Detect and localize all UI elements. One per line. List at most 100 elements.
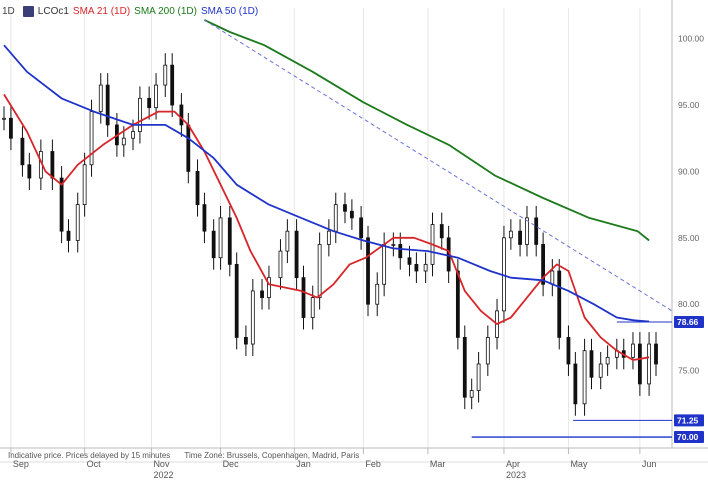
sma200-line bbox=[204, 19, 650, 242]
legend-sma200[interactable]: SMA 200 (1D) bbox=[134, 5, 197, 17]
price-candle bbox=[317, 244, 322, 298]
price-candle bbox=[375, 283, 380, 305]
x-tick-label: May bbox=[570, 459, 588, 469]
price-label-box bbox=[674, 316, 704, 329]
price-labels: 78.66 71.25 70.00 bbox=[674, 316, 704, 444]
price-candle bbox=[326, 230, 331, 245]
price-candle bbox=[89, 111, 94, 166]
price-candle bbox=[154, 84, 158, 109]
price-candle bbox=[9, 117, 13, 139]
price-candle bbox=[366, 237, 370, 305]
price-candle bbox=[598, 363, 603, 378]
price-candle bbox=[541, 244, 546, 285]
price-candle bbox=[186, 124, 191, 172]
x-tick-label: Apr bbox=[506, 459, 520, 469]
price-candle bbox=[550, 270, 555, 285]
price-candle bbox=[566, 337, 571, 365]
price-candle bbox=[267, 277, 271, 298]
price-candle bbox=[485, 337, 490, 365]
price-candle bbox=[398, 244, 403, 259]
interval-label[interactable]: 1D bbox=[2, 5, 15, 17]
sma50-line bbox=[3, 44, 650, 323]
price-candle bbox=[455, 270, 460, 338]
price-label-box bbox=[674, 431, 704, 444]
price-candle bbox=[525, 217, 529, 245]
price-candle bbox=[534, 217, 539, 245]
price-candle bbox=[218, 217, 223, 259]
price-candle bbox=[27, 164, 32, 179]
price-label-text: 70.00 bbox=[677, 432, 699, 442]
price-candle bbox=[343, 204, 347, 212]
price-candle bbox=[82, 164, 87, 206]
price-label-box bbox=[674, 414, 704, 427]
price-candle bbox=[359, 217, 364, 239]
price-candle bbox=[59, 177, 64, 232]
price-candle bbox=[147, 97, 152, 109]
price-candle bbox=[582, 350, 587, 405]
price-candle bbox=[202, 204, 207, 232]
y-tick-label: 100.00 bbox=[678, 34, 704, 44]
sma21-line bbox=[3, 93, 650, 361]
price-candle bbox=[637, 343, 642, 385]
price-candle bbox=[131, 131, 135, 139]
price-candle bbox=[66, 230, 71, 241]
y-tick-label: 80.00 bbox=[678, 299, 700, 309]
price-candle bbox=[310, 297, 315, 318]
price-candle bbox=[349, 210, 354, 219]
price-candle bbox=[105, 84, 110, 126]
y-tick-label: 75.00 bbox=[678, 366, 700, 376]
price-candle bbox=[423, 263, 428, 272]
x-tick-label: Oct bbox=[87, 459, 102, 469]
x-axis: Sep Oct Nov Dec Jan Feb Mar Apr May Jun 2022 2023 bbox=[10, 448, 656, 480]
price-candle bbox=[195, 171, 200, 206]
y-tick-label: 85.00 bbox=[678, 233, 700, 243]
price-candle bbox=[469, 390, 474, 398]
price-candle bbox=[250, 290, 255, 345]
price-candle bbox=[557, 270, 562, 338]
price-candle bbox=[121, 137, 126, 146]
price-candle bbox=[278, 250, 283, 279]
horizontal-levels bbox=[471, 321, 672, 438]
legend-sma21[interactable]: SMA 21 (1D) bbox=[72, 5, 131, 17]
price-candle bbox=[50, 151, 55, 179]
price-candle bbox=[414, 263, 419, 272]
price-label-text: 71.25 bbox=[677, 415, 699, 425]
legend-sma50[interactable]: SMA 50 (1D) bbox=[200, 5, 259, 17]
y-tick-label: 90.00 bbox=[678, 166, 700, 176]
price-series bbox=[2, 53, 658, 416]
gridlines bbox=[0, 0, 708, 463]
price-candle bbox=[211, 230, 216, 259]
x-tick-label: Feb bbox=[365, 459, 381, 469]
price-candle bbox=[170, 64, 175, 106]
price-candle bbox=[20, 137, 25, 166]
x-year-label: 2022 bbox=[153, 470, 173, 480]
price-candle bbox=[234, 263, 239, 338]
price-label-text: 78.66 bbox=[677, 317, 699, 327]
price-candle bbox=[285, 230, 290, 252]
delay-notice: Indicative price. Prices delayed by 15 m… bbox=[8, 451, 171, 460]
price-candle bbox=[391, 244, 396, 246]
trendline-layer bbox=[204, 19, 673, 312]
x-tick-label: Mar bbox=[430, 459, 446, 469]
resistance-trendline bbox=[204, 19, 673, 312]
price-candle bbox=[508, 230, 513, 239]
x-year-label: 2023 bbox=[506, 470, 526, 480]
price-candle bbox=[2, 117, 6, 120]
timezone-notice: Time Zone: Brussels, Copenhagen, Madrid,… bbox=[184, 451, 360, 460]
price-candle bbox=[439, 224, 444, 239]
price-candle bbox=[647, 343, 651, 385]
chart-badge-icon bbox=[22, 5, 34, 17]
price-candle bbox=[631, 343, 635, 358]
x-tick-label: Nov bbox=[153, 459, 170, 469]
x-tick-label: Jan bbox=[296, 459, 311, 469]
price-candle bbox=[163, 64, 168, 86]
price-candle bbox=[476, 363, 481, 391]
price-candle bbox=[227, 217, 232, 265]
instrument-label[interactable]: LCOc1 bbox=[37, 5, 69, 17]
price-candle bbox=[333, 204, 338, 232]
chart-footnote: Indicative price. Prices delayed by 15 m… bbox=[8, 451, 371, 460]
price-candle bbox=[407, 257, 412, 265]
price-candle bbox=[179, 104, 184, 126]
y-axis: 70.00 75.00 80.00 85.00 90.00 95.00 100.00 bbox=[678, 34, 704, 442]
